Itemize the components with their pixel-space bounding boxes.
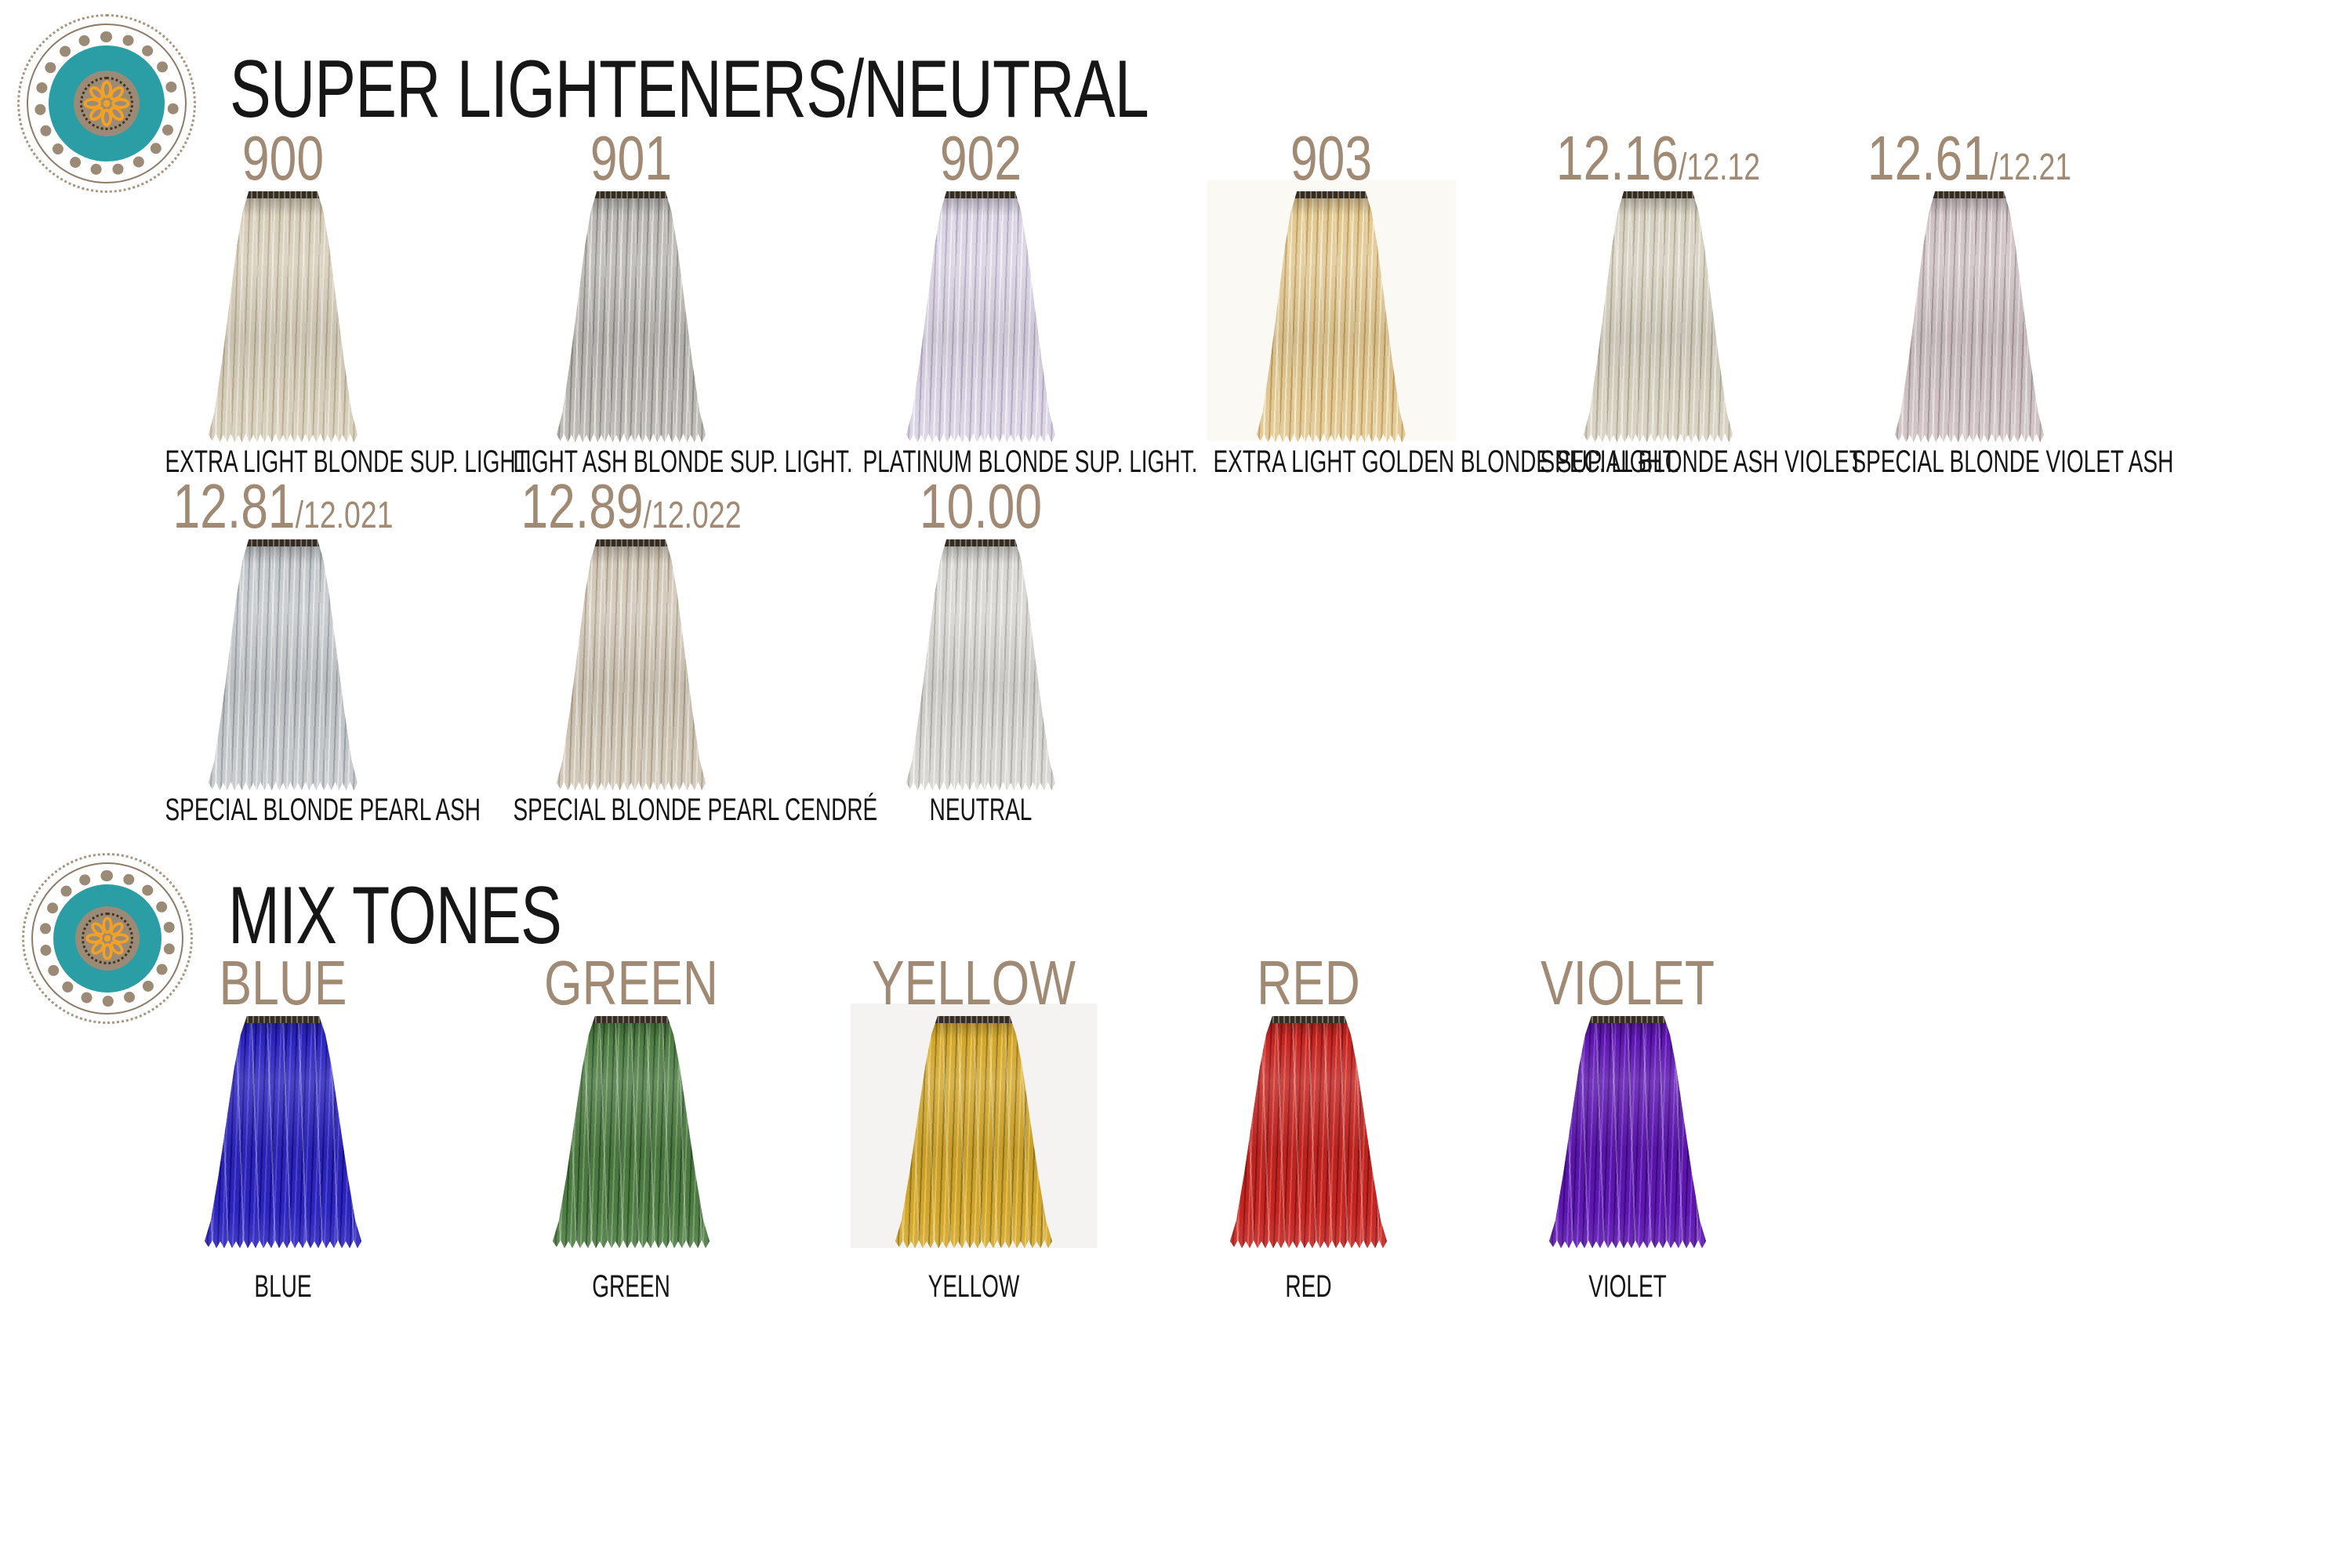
shade-code: 12.81/12.021	[151, 474, 414, 539]
mix-tone-name: RED	[1257, 948, 1360, 1018]
swatch-card-10-00: 10.00 NEUTRAL	[812, 474, 1149, 828]
shade-name: BLUE	[254, 1269, 312, 1304]
shade-code: 902	[849, 125, 1112, 191]
mix-tone-name: VIOLET	[1541, 948, 1715, 1018]
mix-tone-header: YELLOW	[842, 950, 1105, 1016]
swatch-card-violet: VIOLET VIOLET	[1459, 950, 1796, 1305]
shade-code-main: 900	[241, 123, 325, 193]
shade-code-main: 901	[590, 123, 673, 193]
mix-tone-header: BLUE	[151, 950, 414, 1016]
hair-swatch	[209, 539, 358, 790]
shade-code-main: 902	[939, 123, 1022, 193]
shade-name: VIOLET	[1588, 1269, 1667, 1304]
hair-swatch	[1584, 191, 1733, 442]
shade-code-main: 12.16	[1555, 123, 1679, 193]
swatch-card-red: RED RED	[1140, 950, 1477, 1305]
logo-outer-bead-ring	[17, 14, 196, 193]
swatch-card-blue: BLUE BLUE	[114, 950, 452, 1305]
swatch-card-green: GREEN GREEN	[463, 950, 800, 1305]
shade-code-alt: /12.021	[295, 495, 394, 536]
mix-tone-name: GREEN	[544, 948, 718, 1018]
shade-name: YELLOW	[927, 1269, 1020, 1304]
mix-tone-header: VIOLET	[1496, 950, 1759, 1016]
shade-code-main: 12.61	[1867, 123, 1991, 193]
shade-name: EXTRA LIGHT BLONDE SUP. LIGHT.	[165, 445, 533, 479]
shade-name: SPECIAL BLONDE PEARL CENDRÉ	[513, 793, 878, 827]
swatch-card-901: 901 LIGHT ASH BLONDE SUP. LIGHT.	[463, 125, 853, 480]
shade-name: GREEN	[592, 1269, 670, 1304]
hair-swatch	[1549, 1016, 1706, 1248]
shade-name: PLATINUM BLONDE SUP. LIGHT.	[862, 445, 1198, 479]
logo-thin-circle	[31, 862, 183, 1014]
swatch-card-12-89: 12.89/12.022 SPECIAL BLONDE PEARL CENDRÉ	[463, 474, 878, 828]
shade-code: 12.89/12.022	[499, 474, 762, 539]
logo-dot-ring	[80, 77, 133, 130]
shade-code-main: 10.00	[919, 471, 1043, 541]
hair-swatch	[205, 1016, 361, 1248]
shade-name: LIGHT ASH BLONDE SUP. LIGHT.	[513, 445, 853, 479]
shade-name: RED	[1285, 1269, 1332, 1304]
section-title-super-lighteners: SUPER LIGHTENERS/NEUTRAL	[230, 44, 1149, 135]
shade-code: 12.16/12.12	[1526, 125, 1789, 191]
shade-name: EXTRA LIGHT GOLDEN BLONDE SUP. LIGHT.	[1213, 445, 1680, 479]
hair-swatch	[557, 191, 706, 442]
flower-icon	[83, 80, 130, 127]
shade-name: SPECIAL BLONDE ASH VIOLET	[1540, 445, 1863, 479]
shade-name: SPECIAL BLONDE PEARL ASH	[165, 793, 481, 827]
brand-mandala-logo	[22, 853, 193, 1024]
shade-code-main: 903	[1290, 123, 1373, 193]
shade-name: NEUTRAL	[929, 793, 1033, 827]
shade-code: 900	[151, 125, 414, 191]
hair-swatch	[1230, 1016, 1387, 1248]
hair-swatch	[557, 539, 706, 790]
shade-code-main: 12.89	[521, 471, 644, 541]
shade-code: 12.61/12.21	[1838, 125, 2100, 191]
swatch-card-12-61: 12.61/12.21 SPECIAL BLONDE VIOLET ASH	[1801, 125, 2174, 480]
shade-code-alt: /12.022	[643, 495, 742, 536]
shade-code-main: 12.81	[172, 471, 296, 541]
hair-swatch	[906, 191, 1055, 442]
swatch-card-900: 900 EXTRA LIGHT BLONDE SUP. LIGHT.	[114, 125, 533, 480]
hair-swatch	[906, 539, 1055, 790]
section-title-mix-tones: MIX TONES	[228, 870, 562, 961]
shade-code-alt: /12.12	[1679, 147, 1761, 188]
mix-tone-header: RED	[1177, 950, 1439, 1016]
mix-tone-name: BLUE	[219, 948, 347, 1018]
shade-code: 903	[1200, 125, 1462, 191]
mix-tone-header: GREEN	[499, 950, 762, 1016]
logo-dot-ring	[82, 913, 133, 964]
logo-thin-circle	[27, 24, 187, 183]
swatch-card-902: 902 PLATINUM BLONDE SUP. LIGHT.	[812, 125, 1198, 480]
shade-code-alt: /12.21	[1990, 147, 2072, 188]
swatch-card-12-16: 12.16/12.12 SPECIAL BLONDE ASH VIOLET	[1490, 125, 1863, 480]
flower-icon	[85, 916, 129, 960]
hair-swatch	[553, 1016, 710, 1248]
swatch-card-903: 903 EXTRA LIGHT GOLDEN BLONDE SUP. LIGHT…	[1163, 125, 1680, 480]
swatch-card-12-81: 12.81/12.021 SPECIAL BLONDE PEARL ASH	[114, 474, 481, 828]
hair-swatch	[209, 191, 358, 442]
shade-code: 901	[499, 125, 762, 191]
hair-swatch	[1895, 191, 2044, 442]
logo-outer-bead-ring	[22, 853, 193, 1024]
mix-tone-name: YELLOW	[871, 948, 1076, 1018]
swatch-card-yellow: YELLOW YELLOW	[805, 950, 1142, 1305]
shade-name: SPECIAL BLONDE VIOLET ASH	[1851, 445, 2174, 479]
shade-code: 10.00	[849, 474, 1112, 539]
brand-mandala-logo	[17, 14, 196, 193]
